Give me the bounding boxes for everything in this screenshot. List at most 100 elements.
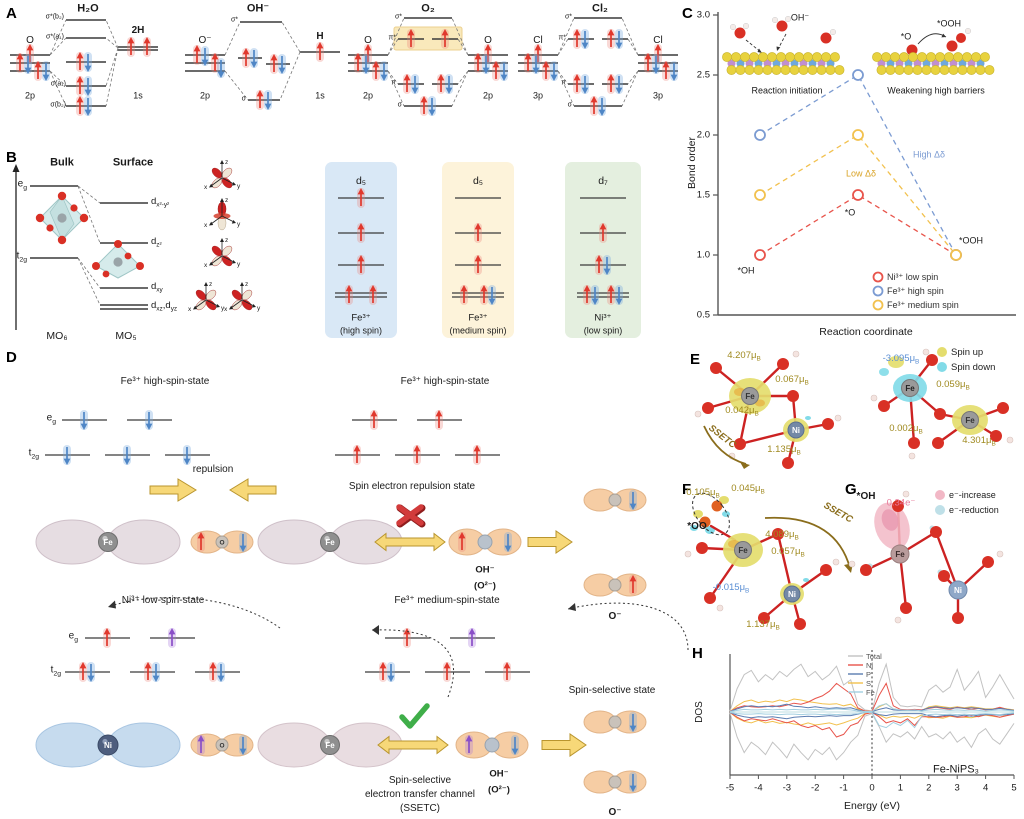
catalyst-slab [872, 52, 995, 75]
svg-text:x: x [188, 306, 192, 313]
card-ion: Fe³⁺ [351, 312, 371, 324]
oh-molecule-label: OH⁻ [790, 12, 810, 23]
mo-diagram-oh [185, 21, 340, 111]
charge-value: 0.34e⁻ [886, 497, 916, 509]
mo-level-label: π [561, 79, 566, 87]
series-line [759, 74, 957, 256]
mo5-label: MO₅ [115, 329, 137, 342]
moment-value: 1.137μB [746, 618, 780, 632]
svg-text:z: z [225, 159, 228, 166]
oo-adsorbate-label: *OO [687, 521, 707, 532]
orbital-label: 3p [652, 90, 664, 101]
card-state: (high spin) [339, 325, 383, 336]
orbital-label: 1s [315, 90, 325, 101]
repulsion-arrow-left [229, 478, 277, 502]
repulsion-state-label: Spin electron repulsion state [348, 481, 476, 492]
mo-title: Cl₂ [592, 2, 608, 15]
spin-card-ni-low [565, 162, 641, 338]
panel-f-label: F [682, 481, 692, 498]
mo-title: O₂ [421, 2, 435, 15]
card-title: d₅ [355, 174, 367, 187]
mo-level-label: π* [558, 34, 566, 42]
result-orbitals-top [583, 488, 647, 597]
o-adsorbate-label: *O [900, 31, 912, 42]
svg-text:x: x [204, 184, 208, 191]
tick-label: 2 [926, 782, 932, 794]
series-line [759, 134, 957, 256]
tick-label: 2.5 [696, 69, 710, 81]
svg-text:y: y [237, 221, 241, 228]
eg-label: eg [68, 630, 78, 644]
series-line [759, 194, 957, 256]
d-level-label: dxy [151, 280, 163, 294]
fe-atom-label: Fe [738, 546, 748, 555]
svg-text:z: z [225, 237, 228, 244]
tick-label: 3.0 [696, 9, 710, 21]
legend-swatch [937, 347, 947, 357]
svg-text:Ni³⁺ low spin: Ni³⁺ low spin [887, 272, 938, 282]
mo-diagram-o2 [348, 17, 509, 117]
ooh-adsorbate-label: *OOH [936, 18, 962, 29]
card-title: d₇ [598, 174, 608, 187]
repulsion-arrow-right [149, 478, 197, 502]
svg-text:z: z [245, 281, 248, 288]
oo-adsorbate [690, 492, 730, 536]
o-minus-label: O⁻ [608, 807, 622, 818]
red-x-mark [396, 504, 426, 528]
electron-transfer-curves [107, 597, 689, 698]
pyramid-mo5 [92, 240, 144, 279]
dos-title: Fe-NiPS₃ [932, 763, 980, 776]
allowed-transfer-arrow [377, 735, 449, 755]
charge-legend: e⁻-increase e⁻-reduction [935, 490, 999, 515]
data-point [950, 249, 962, 261]
svg-text:x: x [204, 262, 208, 269]
legend-swatch [935, 490, 945, 500]
mo-level-label: σ [567, 101, 572, 109]
d-level-label: dxz,dyz [151, 299, 178, 313]
data-point [852, 129, 864, 141]
panel-d-label: D [6, 349, 17, 366]
fe-high-spin-up-levels [335, 409, 500, 466]
svg-text:x: x [204, 222, 208, 229]
o-minus-label: O⁻ [608, 611, 622, 622]
d-level-label: dx²-y² [151, 195, 170, 209]
spin-legend: Spin up Spin down [937, 347, 995, 373]
oxygen-orbital-bottom [190, 733, 254, 757]
t2g-label: t2g [28, 447, 39, 461]
dos-curve-down [729, 712, 1015, 761]
moment-value: 0.045μB [731, 482, 765, 496]
catalyst-insets [729, 15, 972, 56]
result-arrow-top [527, 530, 573, 554]
fe-orbital-right [257, 519, 403, 565]
point-label-ooh: *OOH [958, 235, 984, 246]
fe-atom-label: Fe [965, 416, 975, 425]
water-molecules [729, 15, 837, 54]
panel-d-art: Fe O Fe Ni O Fe [35, 409, 689, 794]
ssetc-channel-label: (SSETC) [400, 803, 440, 814]
atom-label: Cl [653, 35, 663, 46]
spin-state-title: Ni³⁺ low-spin-state [121, 595, 205, 606]
atom-label: H [316, 31, 324, 42]
mo-level-label: σ [397, 101, 402, 109]
moment-value: 1.135μB [767, 443, 801, 457]
spin-density-cluster-fefe [870, 348, 1014, 460]
x-axis-title: Reaction coordinate [819, 325, 913, 338]
repulsion-label: repulsion [192, 464, 234, 475]
mo-title: H₂O [77, 2, 99, 15]
oxygen-orbital-top [190, 530, 254, 554]
card-state: (low spin) [583, 325, 623, 336]
low-delta-label: Low Δδ [845, 168, 877, 179]
eg-label: eg [46, 412, 56, 426]
point-label-o: *O [844, 207, 856, 218]
bulk-label: Bulk [50, 156, 74, 169]
dos-curve-down [729, 712, 1015, 729]
d-level-label: dz² [151, 235, 162, 249]
t2g-label: t2g [16, 250, 27, 264]
legend-swatch [937, 362, 947, 372]
tick-label: 4 [982, 782, 989, 794]
y-ticks [713, 14, 718, 316]
spin-card-fe-medium [442, 162, 514, 338]
charge-density-cluster [848, 490, 1004, 624]
atom-label: O [484, 35, 492, 46]
